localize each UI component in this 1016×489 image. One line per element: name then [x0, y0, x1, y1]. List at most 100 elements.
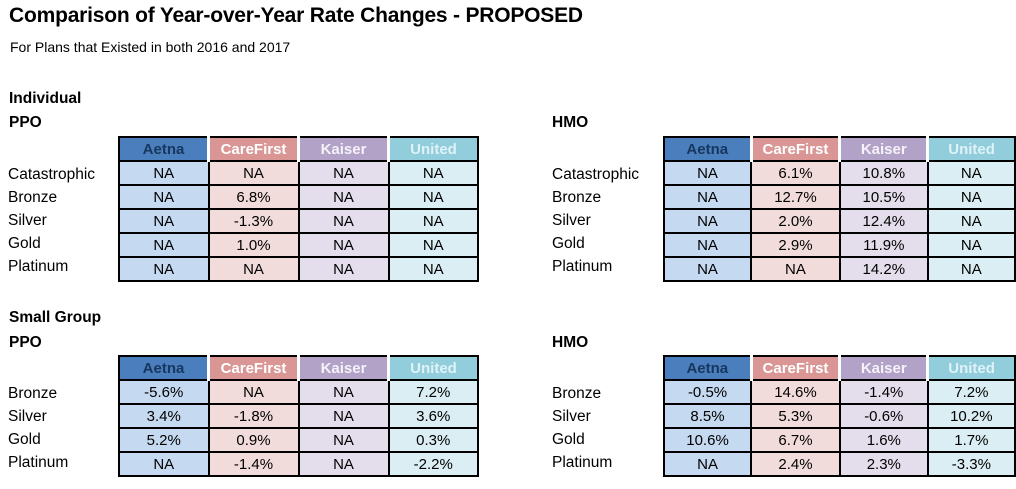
rate-cell-platinum-united: -2.2% — [387, 451, 479, 477]
table-row: NA 1.0% NA NA — [118, 232, 479, 258]
rate-cell-platinum-kaiser: 14.2% — [838, 256, 929, 282]
row-label-silver: Silver — [8, 211, 47, 229]
rate-cell-catastrophic-united: NA — [926, 160, 1016, 186]
rate-cell-silver-united: 3.6% — [387, 403, 479, 429]
row-label-bronze: Bronze — [552, 188, 602, 206]
table-row: NA NA NA NA — [118, 256, 479, 282]
rate-cell-bronze-aetna: -0.5% — [662, 379, 753, 405]
rate-cell-gold-kaiser: NA — [297, 232, 390, 258]
rate-cell-gold-carefirst: 2.9% — [750, 232, 841, 258]
column-header-aetna: Aetna — [118, 136, 210, 162]
rate-cell-catastrophic-united: NA — [387, 160, 479, 186]
individual-ppo-table-area: Catastrophic Bronze Silver Gold Platinum Aet… — [8, 136, 479, 282]
column-header-united: United — [387, 355, 479, 381]
rate-cell-silver-carefirst: -1.8% — [207, 403, 300, 429]
rate-cell-bronze-kaiser: 10.5% — [838, 184, 929, 210]
rate-cell-platinum-aetna: NA — [118, 256, 210, 282]
row-label-bronze: Bronze — [552, 384, 602, 402]
rate-cell-gold-carefirst: 1.0% — [207, 232, 300, 258]
table-row: NA 12.7% 10.5% NA — [662, 184, 1016, 210]
rate-cell-silver-aetna: NA — [118, 208, 210, 234]
rate-table-small-group-ppo: Aetna CareFirst Kaiser United -5.6% NA NA 7.2% 3… — [118, 355, 479, 477]
table-row: NA 2.9% 11.9% NA — [662, 232, 1016, 258]
rate-cell-bronze-united: 7.2% — [926, 379, 1016, 405]
small-group-hmo-table-area: Bronze Silver Gold Platinum Aetna CareFirst K… — [552, 355, 1016, 477]
subsection-label-small-group-hmo: HMO — [552, 334, 589, 351]
rate-cell-platinum-united: -3.3% — [926, 451, 1016, 477]
row-label-platinum: Platinum — [8, 257, 69, 275]
rate-cell-bronze-carefirst: NA — [207, 379, 300, 405]
row-label-bronze: Bronze — [8, 188, 58, 206]
rate-cell-gold-aetna: NA — [118, 232, 210, 258]
column-header-united: United — [387, 136, 479, 162]
rate-cell-silver-carefirst: 2.0% — [750, 208, 841, 234]
table-row: 8.5% 5.3% -0.6% 10.2% — [662, 403, 1016, 429]
column-header-kaiser: Kaiser — [838, 136, 930, 162]
rate-table-small-group-hmo: Aetna CareFirst Kaiser United -0.5% 14.6% -1.4… — [662, 355, 1016, 477]
rate-table-individual-hmo: Aetna CareFirst Kaiser United NA 6.1% 10.8% NA N… — [662, 136, 1016, 282]
column-header-aetna: Aetna — [662, 136, 753, 162]
row-label-silver: Silver — [552, 407, 591, 425]
table-row: NA 6.8% NA NA — [118, 184, 479, 210]
column-header-united: United — [926, 136, 1016, 162]
row-label-platinum: Platinum — [552, 453, 613, 471]
column-header-carefirst: CareFirst — [749, 355, 842, 381]
rate-cell-platinum-kaiser: NA — [297, 256, 390, 282]
column-header-kaiser: Kaiser — [297, 355, 390, 381]
rate-cell-gold-kaiser: 1.6% — [838, 427, 929, 453]
row-label-spacer — [8, 136, 118, 163]
table-row: 5.2% 0.9% NA 0.3% — [118, 427, 479, 453]
rate-cell-platinum-united: NA — [387, 256, 479, 282]
rate-cell-gold-aetna: 10.6% — [662, 427, 753, 453]
subsection-label-individual-ppo: PPO — [9, 114, 42, 131]
page-title: Comparison of Year-over-Year Rate Change… — [9, 4, 583, 27]
subsection-label-small-group-ppo: PPO — [9, 334, 42, 351]
rate-cell-platinum-united: NA — [926, 256, 1016, 282]
row-label-silver: Silver — [8, 407, 47, 425]
rate-cell-bronze-kaiser: NA — [297, 184, 390, 210]
rate-cell-bronze-kaiser: -1.4% — [838, 379, 929, 405]
rate-cell-silver-aetna: NA — [662, 208, 753, 234]
table-row: -0.5% 14.6% -1.4% 7.2% — [662, 379, 1016, 405]
rate-cell-silver-carefirst: 5.3% — [750, 403, 841, 429]
table-row: NA 6.1% 10.8% NA — [662, 160, 1016, 186]
row-label-catastrophic: Catastrophic — [552, 165, 640, 183]
individual-hmo-table-area: Catastrophic Bronze Silver Gold Platinum Aet… — [552, 136, 1016, 282]
rate-cell-platinum-carefirst: NA — [750, 256, 841, 282]
rate-cell-gold-united: NA — [387, 232, 479, 258]
row-label-platinum: Platinum — [8, 453, 69, 471]
rate-cell-bronze-carefirst: 14.6% — [750, 379, 841, 405]
rate-cell-silver-aetna: 3.4% — [118, 403, 210, 429]
rate-cell-platinum-aetna: NA — [662, 451, 753, 477]
column-header-aetna: Aetna — [118, 355, 210, 381]
section-label-individual: Individual — [9, 90, 82, 107]
row-label-catastrophic: Catastrophic — [8, 165, 96, 183]
rate-cell-silver-kaiser: -0.6% — [838, 403, 929, 429]
rate-cell-platinum-carefirst: 2.4% — [750, 451, 841, 477]
rate-cell-catastrophic-aetna: NA — [662, 160, 753, 186]
row-label-gold: Gold — [8, 430, 41, 448]
rate-cell-gold-united: 1.7% — [926, 427, 1016, 453]
row-label-column: Catastrophic Bronze Silver Gold Platinum — [8, 136, 118, 278]
rate-cell-catastrophic-carefirst: 6.1% — [750, 160, 841, 186]
rate-cell-silver-united: 10.2% — [926, 403, 1016, 429]
column-header-kaiser: Kaiser — [838, 355, 930, 381]
section-label-small-group: Small Group — [9, 309, 102, 326]
rate-cell-silver-united: NA — [387, 208, 479, 234]
rate-cell-gold-aetna: 5.2% — [118, 427, 210, 453]
column-header-carefirst: CareFirst — [207, 136, 300, 162]
small-group-ppo-table-area: Bronze Silver Gold Platinum Aetna CareFirst K… — [8, 355, 479, 477]
rate-cell-platinum-aetna: NA — [118, 451, 210, 477]
table-row: NA NA 14.2% NA — [662, 256, 1016, 282]
rate-table-individual-ppo: Aetna CareFirst Kaiser United NA NA NA NA NA 6.8%… — [118, 136, 479, 282]
rate-cell-silver-aetna: 8.5% — [662, 403, 753, 429]
rate-cell-bronze-united: 7.2% — [387, 379, 479, 405]
table-row: -5.6% NA NA 7.2% — [118, 379, 479, 405]
row-label-column: Bronze Silver Gold Platinum — [8, 355, 118, 474]
rate-cell-gold-united: 0.3% — [387, 427, 479, 453]
column-header-kaiser: Kaiser — [297, 136, 390, 162]
rate-cell-bronze-carefirst: 6.8% — [207, 184, 300, 210]
table-row: NA NA NA NA — [118, 160, 479, 186]
row-label-platinum: Platinum — [552, 257, 613, 275]
rate-cell-bronze-carefirst: 12.7% — [750, 184, 841, 210]
